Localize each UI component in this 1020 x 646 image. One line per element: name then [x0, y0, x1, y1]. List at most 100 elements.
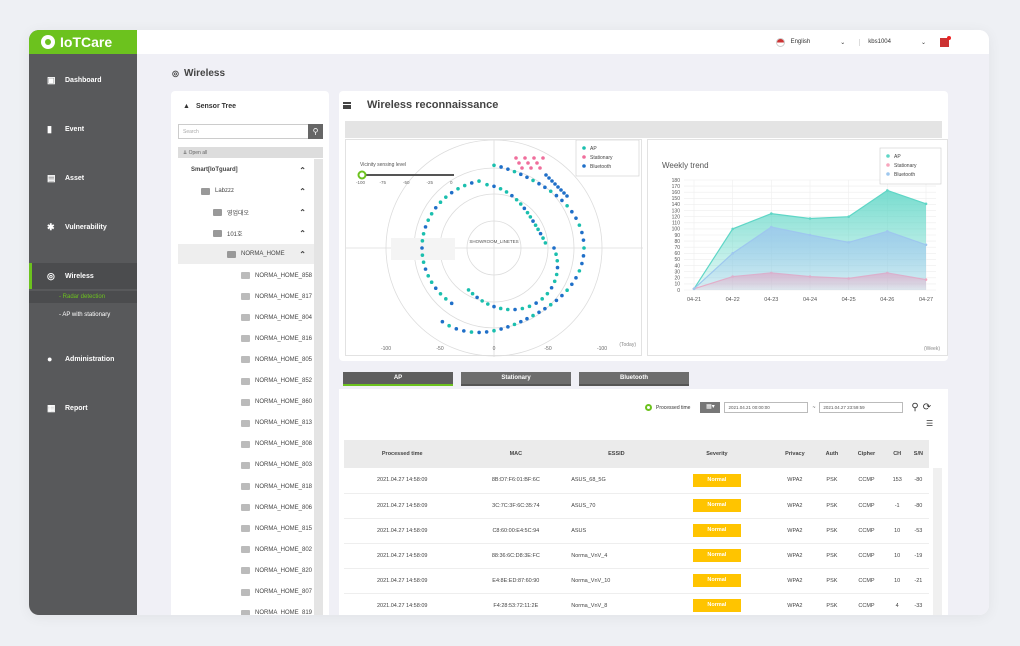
language-select[interactable]: English ⌄ — [775, 37, 845, 47]
series-point[interactable] — [731, 227, 734, 231]
tree-node-label: NORMA_HOME_802 — [255, 546, 313, 553]
series-point[interactable] — [770, 212, 773, 215]
tree-leaf-sensor[interactable]: NORMA_HOME_813 — [241, 413, 314, 433]
tree-node-room[interactable]: 101호 ⌃ — [213, 223, 314, 243]
tree-leaf-sensor[interactable]: NORMA_HOME_858 — [241, 266, 314, 286]
series-point[interactable] — [924, 202, 928, 206]
table-row[interactable]: 2021.04.27 14:58:09 C8:60:00:E4:5C:94 ASUS… — [344, 518, 929, 544]
series-point[interactable] — [770, 225, 773, 229]
menu-icon[interactable] — [343, 102, 351, 109]
nav-wireless[interactable]: ◎ Wireless — [29, 263, 137, 289]
tree-leaf-sensor[interactable]: NORMA_HOME_815 — [241, 519, 314, 539]
tree-node-norma-home[interactable]: NORMA_HOME ⌃ — [178, 244, 314, 265]
tree-leaf-sensor[interactable]: NORMA_HOME_817 — [241, 287, 314, 307]
column-header[interactable]: S/N — [907, 440, 929, 468]
search-icon[interactable]: ⚲ — [911, 402, 919, 413]
notification-icon[interactable] — [940, 35, 951, 47]
subnav-ap-stationary[interactable]: - AP with stationary — [59, 312, 111, 318]
tree-leaf-sensor[interactable]: NORMA_HOME_803 — [241, 455, 314, 475]
tab-bluetooth[interactable]: Bluetooth — [579, 372, 689, 386]
user-select[interactable]: kbs1004 ⌄ — [859, 38, 926, 46]
nav-vulnerability[interactable]: ✱ Vulnerability — [29, 214, 137, 240]
column-header[interactable]: Privacy — [772, 440, 818, 468]
series-point[interactable] — [886, 230, 889, 233]
tree-scrollbar[interactable] — [314, 159, 323, 615]
series-point[interactable] — [847, 241, 850, 244]
table-row[interactable]: 2021.04.27 14:58:09 3C:7C:3F:6C:35:74 ASUS… — [344, 493, 929, 519]
table-cell: WPA2 — [772, 493, 818, 519]
tree-leaf-sensor[interactable]: NORMA_HOME_806 — [241, 498, 314, 518]
radar-dot — [469, 330, 474, 334]
tree-leaf-sensor[interactable]: NORMA_HOME_860 — [241, 392, 314, 412]
radar-dot — [535, 161, 539, 165]
open-all-button[interactable]: ⇊ Open all — [178, 147, 323, 158]
nav-event[interactable]: ▮ Event — [29, 116, 137, 142]
app-window: IoTCare ▣ Dashboard ▮ Event ▤ Asset ✱ Vulner… — [29, 30, 989, 615]
series-point[interactable] — [808, 233, 812, 237]
tree-leaf-sensor[interactable]: NORMA_HOME_804 — [241, 308, 314, 328]
table-row[interactable]: 2021.04.27 14:58:09 F4:28:53:72:11:2E Norm… — [344, 593, 929, 615]
radar-dot — [433, 205, 438, 210]
table-row[interactable]: 2021.04.27 14:58:09 E4:8E:ED:87:60:90 Norm… — [344, 568, 929, 594]
tree-leaf-sensor[interactable]: NORMA_HOME_808 — [241, 434, 314, 454]
radar-dot — [537, 181, 541, 186]
chevron-up-icon[interactable]: ⌃ — [299, 228, 306, 238]
legend-marker — [886, 172, 890, 176]
series-point[interactable] — [886, 189, 889, 192]
tab-stationary[interactable]: Stationary — [461, 372, 571, 386]
chevron-up-icon[interactable]: ⌃ — [299, 165, 306, 175]
column-header[interactable]: CH — [886, 440, 908, 468]
table-row[interactable]: 2021.04.27 14:58:09 8B:D7:F6:01:BF:6C ASUS… — [344, 468, 929, 494]
start-date-input[interactable]: 2021.04.21 00:00:00 — [724, 402, 809, 413]
radar-dot — [526, 161, 530, 165]
brand-logo[interactable]: IoTCare — [29, 30, 137, 54]
processed-time-radio[interactable] — [645, 404, 652, 411]
tree-leaf-sensor[interactable]: NORMA_HOME_820 — [241, 561, 314, 581]
column-header[interactable]: Cipher — [846, 440, 887, 468]
sensing-slider-handle[interactable] — [357, 170, 367, 180]
nav-asset[interactable]: ▤ Asset — [29, 165, 137, 191]
legend-label: Stationary — [894, 163, 917, 169]
nav-administration[interactable]: ● Administration — [29, 346, 137, 372]
chevron-up-icon[interactable]: ⌃ — [299, 186, 306, 196]
table-row[interactable]: 2021.04.27 14:58:09 88:36:6C:D8:3E:FC Norm… — [344, 543, 929, 569]
column-header[interactable]: Severity — [661, 440, 773, 468]
nav-report[interactable]: ▦ Report — [29, 395, 137, 421]
tree-search-input[interactable]: Search — [178, 124, 323, 139]
calendar-icon[interactable]: ▦▾ — [700, 402, 721, 413]
tree-leaf-sensor[interactable]: NORMA_HOME_819 — [241, 603, 314, 615]
series-point[interactable] — [847, 215, 850, 218]
series-point[interactable] — [924, 243, 928, 247]
column-header[interactable]: Processed time — [344, 440, 461, 468]
radar-dot — [550, 179, 554, 183]
tree-leaf-sensor[interactable]: NORMA_HOME_802 — [241, 540, 314, 560]
series-point[interactable] — [692, 287, 696, 291]
series-point[interactable] — [731, 252, 734, 255]
column-header[interactable]: Auth — [817, 440, 847, 468]
chevron-up-icon[interactable]: ⌃ — [299, 249, 306, 259]
tree-leaf-sensor[interactable]: NORMA_HOME_816 — [241, 329, 314, 349]
column-header[interactable]: MAC — [460, 440, 572, 468]
bar-icon: ▮ — [47, 123, 52, 134]
tree-leaf-sensor[interactable]: NORMA_HOME_805 — [241, 350, 314, 370]
tree-leaf-sensor[interactable]: NORMA_HOME_807 — [241, 582, 314, 602]
end-date-input[interactable]: 2021.04.27 23:59:59 — [819, 402, 904, 413]
tree-node-folder[interactable]: 영업대오 ⌃ — [213, 202, 314, 222]
refresh-icon[interactable]: ⟳ — [922, 402, 932, 413]
table-scrollbar[interactable] — [933, 468, 942, 615]
nav-dashboard[interactable]: ▣ Dashboard — [29, 67, 137, 93]
settings-sliders-icon[interactable]: ☰ — [926, 419, 934, 428]
tree-node-labzzz[interactable]: Labzzz ⌃ — [201, 181, 314, 201]
tree-node-root[interactable]: Smart[IoTguard] ⌃ — [191, 160, 314, 180]
radar-dot — [541, 236, 545, 240]
search-icon[interactable]: ⚲ — [308, 124, 323, 139]
radar-dot — [543, 306, 547, 311]
chevron-up-icon[interactable]: ⌃ — [299, 207, 306, 217]
table-cell: 8B:D7:F6:01:BF:6C — [460, 468, 572, 494]
tree-leaf-sensor[interactable]: NORMA_HOME_818 — [241, 477, 314, 497]
subnav-radar-detection[interactable]: - Radar detection — [29, 291, 137, 303]
series-point[interactable] — [808, 217, 812, 220]
tab-ap[interactable]: AP — [343, 372, 453, 386]
tree-leaf-sensor[interactable]: NORMA_HOME_852 — [241, 371, 314, 391]
column-header[interactable]: ESSID — [571, 440, 662, 468]
